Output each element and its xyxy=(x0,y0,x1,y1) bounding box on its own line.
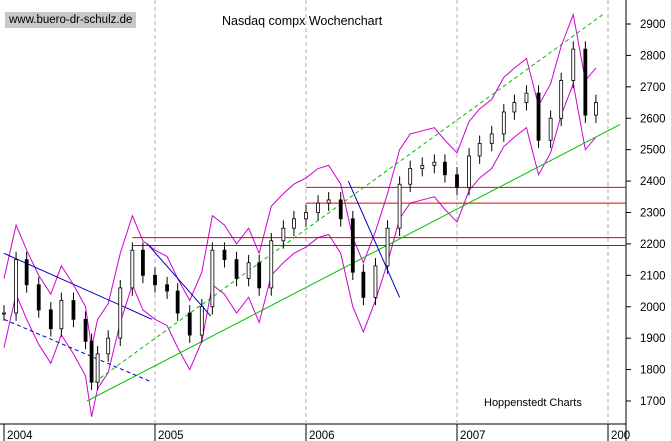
candle-body xyxy=(489,133,494,144)
candle-body xyxy=(292,218,296,229)
candle-body xyxy=(175,290,180,314)
candle-body xyxy=(536,92,541,141)
candle-body xyxy=(397,183,402,229)
candle-body xyxy=(512,102,517,113)
y-tick-label: 1900 xyxy=(640,333,666,345)
candle-body xyxy=(385,227,390,267)
vertical-gridlines xyxy=(154,0,609,424)
candle-body xyxy=(548,117,553,141)
y-tick-label: 2600 xyxy=(640,113,666,125)
candle-body xyxy=(443,161,447,176)
x-year-label: 2005 xyxy=(158,430,184,441)
candle-body xyxy=(83,318,88,342)
candle-body xyxy=(594,102,598,116)
y-tick-label: 2300 xyxy=(640,208,666,220)
weekly-candles xyxy=(2,41,598,391)
lower-band xyxy=(3,81,597,417)
candle-body xyxy=(71,300,76,320)
y-tick-label: 2700 xyxy=(640,82,666,94)
candle-body xyxy=(583,48,588,116)
candle-body xyxy=(408,168,413,185)
horizontal-resistance-lines xyxy=(132,186,626,246)
downtrend-line xyxy=(3,252,153,320)
y-tick-label: 2200 xyxy=(640,239,666,251)
bollinger-bands xyxy=(3,12,597,417)
downtrend-line xyxy=(147,243,212,317)
candle-body xyxy=(467,155,471,188)
candle-body xyxy=(24,259,29,286)
x-year-label: 2007 xyxy=(460,430,486,441)
candle-body xyxy=(246,262,251,279)
y-tick-label: 2000 xyxy=(640,302,666,314)
candle-body xyxy=(59,300,64,330)
candle-body xyxy=(432,161,437,166)
candle-body xyxy=(187,312,192,336)
candle-body xyxy=(524,92,529,103)
candle-body xyxy=(420,164,425,169)
candle-body xyxy=(281,227,286,242)
candle-body xyxy=(36,284,41,311)
candle-body xyxy=(373,265,378,298)
candle-body xyxy=(2,312,6,315)
downtrend-parallel xyxy=(3,318,153,383)
candle-body xyxy=(326,199,331,204)
website-watermark: www.buero-dr-schulz.de xyxy=(5,12,137,28)
candle-body xyxy=(234,259,239,279)
candle-body xyxy=(95,353,100,383)
candle-body xyxy=(118,287,123,339)
x-year-label: 2006 xyxy=(309,430,335,441)
candle-body xyxy=(304,212,308,220)
candle-body xyxy=(199,306,204,336)
candle-body xyxy=(130,249,135,289)
y-tick-label: 2100 xyxy=(640,270,666,282)
chart-title: Nasdaq compx Wochenchart xyxy=(222,14,383,28)
trend-lines xyxy=(3,12,621,402)
candle-body xyxy=(153,274,157,286)
candle-body xyxy=(106,337,111,355)
y-tick-label: 2400 xyxy=(640,176,666,188)
y-axis-ticks: 1700 1800 1900 2000 2100 2200 2300 2400 2500 2600… xyxy=(626,19,666,408)
upper-channel-line xyxy=(94,12,606,383)
candle-body xyxy=(269,240,274,289)
candle-body xyxy=(350,218,355,273)
y-tick-label: 2800 xyxy=(640,50,666,62)
candle-body xyxy=(455,174,459,188)
candle-body xyxy=(257,262,262,289)
x-axis-year-labels: 2004 2005 2006 2007 200 xyxy=(3,424,630,441)
candle-body xyxy=(338,199,343,220)
candle-body xyxy=(501,111,506,135)
y-tick-label: 2500 xyxy=(640,145,666,157)
y-tick-label: 1800 xyxy=(640,365,666,377)
y-tick-label: 1700 xyxy=(640,396,666,408)
candle-body xyxy=(316,202,320,213)
y-tick-label: 2900 xyxy=(640,19,666,31)
candle-body xyxy=(222,249,227,261)
x-year-label: 2004 xyxy=(7,430,33,441)
upper-band xyxy=(3,12,597,348)
candle-body xyxy=(559,80,564,119)
candle-body xyxy=(361,271,366,298)
candle-body xyxy=(89,340,94,383)
candle-body xyxy=(477,142,482,157)
candle-body xyxy=(141,249,145,276)
candle-body xyxy=(48,309,53,330)
downtrend-line xyxy=(347,180,401,298)
source-label: Hoppenstedt Charts xyxy=(484,397,582,409)
candle-body xyxy=(210,249,215,308)
candle-body xyxy=(571,48,576,81)
candle-body xyxy=(165,284,169,292)
candle-body xyxy=(14,259,18,314)
x-year-label: 200 xyxy=(611,430,630,441)
